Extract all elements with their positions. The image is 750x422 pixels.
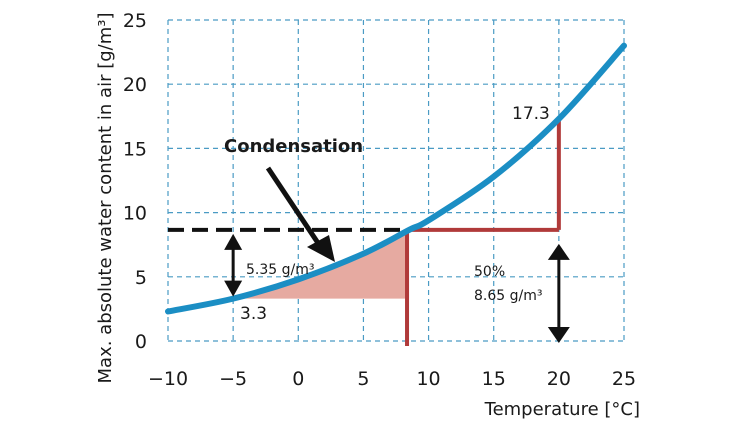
- x-tick-label: 5: [357, 368, 369, 390]
- x-tick-label: 0: [292, 368, 304, 390]
- arrows: [224, 166, 570, 343]
- saturation-curve-line: [165, 42, 627, 315]
- x-tick-label: 15: [482, 368, 506, 390]
- absolute-arrow-head-top: [547, 243, 570, 260]
- y-axis-label: Max. absolute water content in air [g/m³…: [95, 13, 116, 384]
- y-tick-label: 15: [123, 138, 147, 160]
- x-axis-label: Temperature [°C]: [484, 399, 640, 420]
- y-tick-label: 5: [135, 267, 147, 289]
- condensation-label: Condensation: [224, 136, 363, 157]
- difference-arrow-head-top: [224, 233, 243, 250]
- condensation-area: [233, 229, 410, 299]
- y-tick-label: 25: [123, 10, 147, 32]
- x-tick-label: 10: [416, 368, 440, 390]
- y-tick-label: 10: [123, 203, 147, 225]
- red-indicator-lines: [405, 118, 561, 346]
- y-tick-label: 0: [135, 331, 147, 353]
- condensation-arrow-shaft: [265, 166, 323, 248]
- high-value-label: 17.3: [512, 104, 550, 124]
- absolute-content-label: 8.65 g/m³: [474, 288, 542, 304]
- absolute-arrow-head-bottom: [547, 327, 570, 343]
- difference-label: 5.35 g/m³: [246, 262, 314, 278]
- humidity-label: 50%: [474, 264, 505, 280]
- x-tick-label: 20: [547, 368, 571, 390]
- y-tick-label: 20: [123, 74, 147, 96]
- difference-arrow-head-bottom: [224, 280, 243, 297]
- x-tick-label: −5: [219, 368, 247, 390]
- low-value-label: 3.3: [240, 304, 267, 324]
- grid: [167, 19, 625, 342]
- condensation-arrow-head: [307, 235, 335, 262]
- x-tick-label: −10: [148, 368, 188, 390]
- x-tick-label: 25: [612, 368, 636, 390]
- tick-labels: −10 −5 0 5 10 15 20 25 0 5 10 15 20 25: [123, 10, 636, 390]
